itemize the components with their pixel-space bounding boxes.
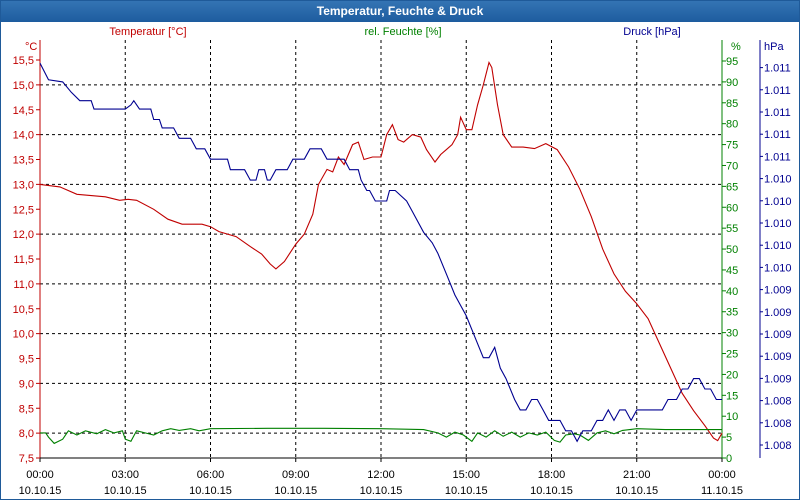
x-tick-time: 09:00 — [282, 469, 310, 481]
grid — [40, 40, 722, 458]
humidity-tick-label: 25 — [726, 349, 738, 361]
x-tick-time: 15:00 — [452, 469, 480, 481]
humidity-tick-label: 60 — [726, 202, 738, 214]
pressure-tick-label: 1.010 — [764, 196, 792, 208]
humidity-tick-label: 90 — [726, 77, 738, 89]
tick-labels: 00:00 10.10.15 03:00 10.10.15 06:00 10.10.15 0… — [13, 55, 792, 497]
temp-tick-label: 13,5 — [13, 155, 34, 167]
humidity-tick-label: 10 — [726, 411, 738, 423]
temp-tick-label: 14,5 — [13, 105, 34, 117]
humidity-tick-label: 5 — [726, 432, 732, 444]
humidity-tick-label: 95 — [726, 56, 738, 68]
humidity-unit: % — [731, 41, 741, 53]
temp-tick-label: 9,5 — [19, 354, 34, 366]
x-tick-date: 10.10.15 — [615, 485, 658, 497]
pressure-tick-label: 1.009 — [764, 373, 792, 385]
x-tick-date: 10.10.15 — [445, 485, 488, 497]
temp-tick-label: 11,5 — [13, 254, 34, 266]
pressure-tick-label: 1.009 — [764, 285, 792, 297]
chart-title: Temperatur, Feuchte & Druck — [1, 1, 799, 22]
humidity-tick-label: 15 — [726, 390, 738, 402]
humidity-tick-label: 55 — [726, 223, 738, 235]
pressure-tick-label: 1.009 — [764, 329, 792, 341]
x-tick-time: 06:00 — [197, 469, 225, 481]
humidity-tick-label: 70 — [726, 160, 738, 172]
x-tick-date: 10.10.15 — [189, 485, 232, 497]
x-tick-date: 10.10.15 — [360, 485, 403, 497]
pressure-line — [39, 62, 722, 443]
humidity-tick-label: 80 — [726, 119, 738, 131]
pressure-unit: hPa — [764, 41, 784, 53]
temp-axis-label: Temperatur [°C] — [109, 26, 186, 38]
x-tick-date: 10.10.15 — [530, 485, 573, 497]
pressure-tick-label: 1.008 — [764, 418, 792, 430]
humidity-tick-label: 45 — [726, 265, 738, 277]
temp-tick-label: 10,0 — [13, 329, 34, 341]
humidity-tick-label: 30 — [726, 328, 738, 340]
x-tick-date: 10.10.15 — [104, 485, 147, 497]
pressure-tick-label: 1.011 — [764, 107, 791, 119]
series — [39, 61, 723, 445]
humidity-tick-label: 20 — [726, 369, 738, 381]
pressure-tick-label: 1.011 — [764, 129, 791, 141]
temp-tick-label: 15,5 — [13, 55, 34, 67]
pressure-tick-label: 1.010 — [764, 218, 792, 230]
pressure-tick-label: 1.008 — [764, 440, 792, 452]
x-tick-date: 10.10.15 — [274, 485, 317, 497]
pressure-axis-label: Druck [hPa] — [623, 26, 680, 38]
temp-tick-label: 13,0 — [13, 179, 34, 191]
x-tick-time: 18:00 — [538, 469, 566, 481]
humidity-tick-label: 50 — [726, 244, 738, 256]
temperature-line — [39, 61, 723, 442]
temp-tick-label: 9,0 — [19, 378, 34, 390]
pressure-tick-label: 1.009 — [764, 351, 792, 363]
temp-tick-label: 14,0 — [13, 130, 34, 142]
humidity-axis-label: rel. Feuchte [%] — [364, 26, 441, 38]
pressure-tick-label: 1.008 — [764, 396, 792, 408]
temp-tick-label: 7,5 — [19, 453, 34, 465]
x-tick-time: 00:00 — [26, 469, 54, 481]
x-tick-time: 03:00 — [111, 469, 139, 481]
pressure-tick-label: 1.011 — [764, 85, 791, 97]
x-tick-time: 21:00 — [623, 469, 651, 481]
x-tick-date: 11.10.15 — [701, 485, 743, 497]
pressure-tick-label: 1.011 — [764, 63, 791, 75]
temp-tick-label: 8,0 — [19, 428, 34, 440]
temp-unit: °C — [25, 41, 37, 53]
humidity-line — [40, 427, 722, 445]
pressure-tick-label: 1.010 — [764, 240, 792, 252]
temp-tick-label: 11,0 — [13, 279, 34, 291]
humidity-tick-label: 75 — [726, 140, 738, 152]
humidity-tick-label: 65 — [726, 181, 738, 193]
temp-tick-label: 12,5 — [13, 204, 34, 216]
axis-labels: °C Temperatur [°C] rel. Feuchte [%]% Druck … — [25, 26, 784, 53]
temp-tick-label: 10,5 — [13, 304, 34, 316]
temp-tick-label: 12,0 — [13, 229, 34, 241]
axes — [36, 40, 763, 462]
pressure-tick-label: 1.009 — [764, 307, 792, 319]
pressure-tick-label: 1.010 — [764, 262, 792, 274]
temp-tick-label: 15,0 — [13, 80, 34, 92]
x-tick-time: 12:00 — [367, 469, 395, 481]
temp-tick-label: 8,5 — [19, 403, 34, 415]
x-tick-time: 00:00 — [708, 469, 736, 481]
humidity-tick-label: 85 — [726, 98, 738, 110]
pressure-tick-label: 1.010 — [764, 174, 792, 186]
humidity-tick-label: 40 — [726, 286, 738, 298]
pressure-tick-label: 1.011 — [764, 151, 791, 163]
humidity-tick-label: 0 — [726, 453, 732, 465]
x-tick-date: 10.10.15 — [19, 485, 62, 497]
humidity-tick-label: 35 — [726, 307, 738, 319]
